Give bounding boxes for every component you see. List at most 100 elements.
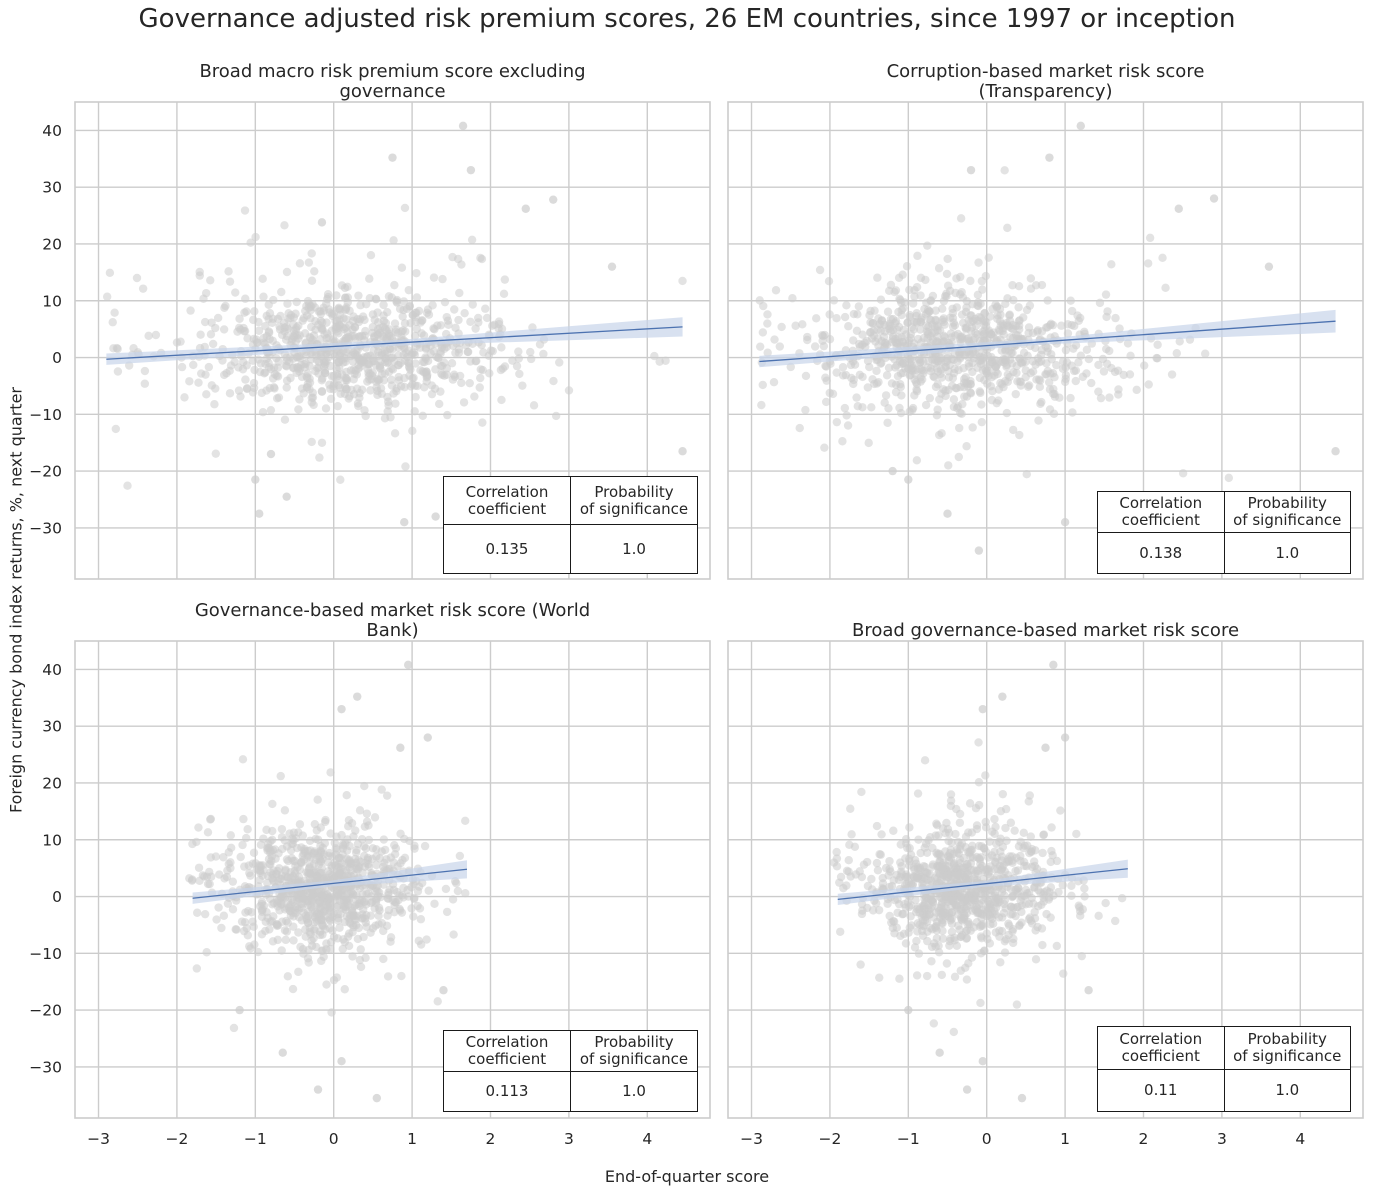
scatter-point bbox=[482, 313, 492, 323]
scatter-point bbox=[1071, 376, 1080, 386]
scatter-point bbox=[347, 904, 357, 913]
scatter-point bbox=[251, 232, 260, 242]
scatter-point bbox=[1061, 345, 1071, 355]
scatter-point bbox=[1011, 885, 1020, 894]
scatter-point bbox=[898, 270, 907, 279]
scatter-point bbox=[1072, 829, 1081, 839]
scatter-point bbox=[383, 972, 393, 981]
scatter-point bbox=[239, 814, 248, 824]
scatter-point bbox=[1058, 880, 1067, 890]
scatter-point-outlier bbox=[388, 153, 397, 162]
scatter-point bbox=[952, 901, 961, 910]
scatter-point bbox=[414, 936, 424, 945]
scatter-point-outlier bbox=[1209, 194, 1219, 203]
scatter-point bbox=[987, 352, 996, 362]
scatter-point bbox=[966, 926, 975, 935]
stats-table: Correlation coefficient Probability of sign… bbox=[443, 476, 698, 574]
y-tick-label: 40 bbox=[42, 661, 62, 679]
scatter-point bbox=[853, 402, 863, 411]
scatter-point bbox=[291, 309, 300, 318]
scatter-point bbox=[1038, 940, 1047, 950]
scatter-point bbox=[887, 337, 897, 347]
scatter-point bbox=[420, 358, 429, 367]
scatter-point bbox=[304, 945, 313, 955]
scatter-point bbox=[408, 426, 417, 436]
scatter-point bbox=[939, 296, 949, 306]
scatter-point bbox=[364, 371, 373, 381]
scatter-point bbox=[867, 403, 876, 412]
scatter-point bbox=[186, 306, 195, 315]
scatter-point bbox=[301, 359, 310, 368]
scatter-point bbox=[969, 353, 979, 363]
scatter-point bbox=[429, 273, 439, 282]
scatter-point bbox=[1015, 430, 1024, 440]
scatter-point bbox=[1069, 344, 1078, 353]
scatter-point bbox=[225, 277, 235, 286]
scatter-point bbox=[370, 813, 380, 822]
scatter-point bbox=[978, 895, 987, 905]
scatter-point bbox=[1014, 303, 1023, 312]
scatter-point bbox=[984, 253, 993, 262]
scatter-point bbox=[441, 884, 451, 894]
scatter-point bbox=[282, 842, 292, 851]
scatter-point bbox=[1024, 382, 1033, 391]
scatter-point bbox=[900, 899, 909, 909]
scatter-point bbox=[253, 947, 263, 957]
scatter-point bbox=[1047, 823, 1056, 832]
scatter-point bbox=[436, 347, 445, 356]
scatter-point bbox=[883, 307, 893, 316]
scatter-point bbox=[476, 365, 486, 374]
scatter-point bbox=[972, 821, 982, 830]
scatter-point bbox=[400, 319, 410, 328]
scatter-point bbox=[514, 354, 524, 363]
scatter-point bbox=[913, 903, 923, 912]
scatter-point bbox=[334, 868, 344, 877]
scatter-point bbox=[307, 437, 316, 447]
panel-title: Bank) bbox=[366, 620, 418, 641]
scatter-point bbox=[295, 259, 305, 268]
x-tick-label: −2 bbox=[818, 1130, 841, 1148]
scatter-point-outlier bbox=[266, 449, 276, 459]
scatter-point bbox=[258, 905, 267, 914]
scatter-point bbox=[858, 330, 867, 339]
panel-title: Governance-based market risk score (Worl… bbox=[195, 600, 590, 621]
scatter-point bbox=[919, 333, 929, 343]
scatter-point bbox=[1019, 348, 1029, 358]
scatter-point bbox=[102, 292, 112, 301]
scatter-point bbox=[1009, 903, 1018, 912]
scatter-point bbox=[913, 789, 923, 798]
scatter-point bbox=[342, 384, 351, 394]
scatter-point bbox=[981, 367, 991, 376]
scatter-point bbox=[359, 932, 368, 942]
scatter-point bbox=[420, 841, 430, 851]
scatter-point bbox=[770, 335, 779, 344]
scatter-point bbox=[144, 331, 153, 341]
significance-header: Probability of significance bbox=[570, 476, 698, 525]
scatter-point bbox=[941, 386, 950, 395]
scatter-point bbox=[391, 327, 401, 337]
scatter-point bbox=[410, 844, 419, 853]
scatter-point bbox=[243, 334, 252, 343]
confidence-band bbox=[106, 317, 683, 365]
scatter-point bbox=[454, 315, 463, 325]
scatter-point bbox=[1076, 911, 1085, 920]
scatter-point bbox=[389, 858, 398, 867]
scatter-point bbox=[375, 906, 384, 915]
scatter-point bbox=[951, 331, 960, 340]
scatter-point bbox=[249, 315, 258, 325]
scatter-point bbox=[996, 834, 1005, 843]
scatter-point bbox=[933, 405, 942, 414]
scatter-point bbox=[914, 949, 924, 958]
scatter-point bbox=[908, 299, 918, 308]
scatter-point bbox=[998, 789, 1008, 799]
scatter-point bbox=[515, 369, 524, 379]
scatter-point bbox=[287, 853, 296, 863]
scatter-point bbox=[379, 926, 388, 936]
y-tick-label: 20 bbox=[42, 774, 62, 792]
scatter-point bbox=[443, 410, 452, 420]
scatter-point bbox=[963, 870, 972, 879]
scatter-point bbox=[256, 359, 266, 368]
scatter-point bbox=[366, 250, 376, 260]
scatter-point bbox=[863, 356, 873, 366]
